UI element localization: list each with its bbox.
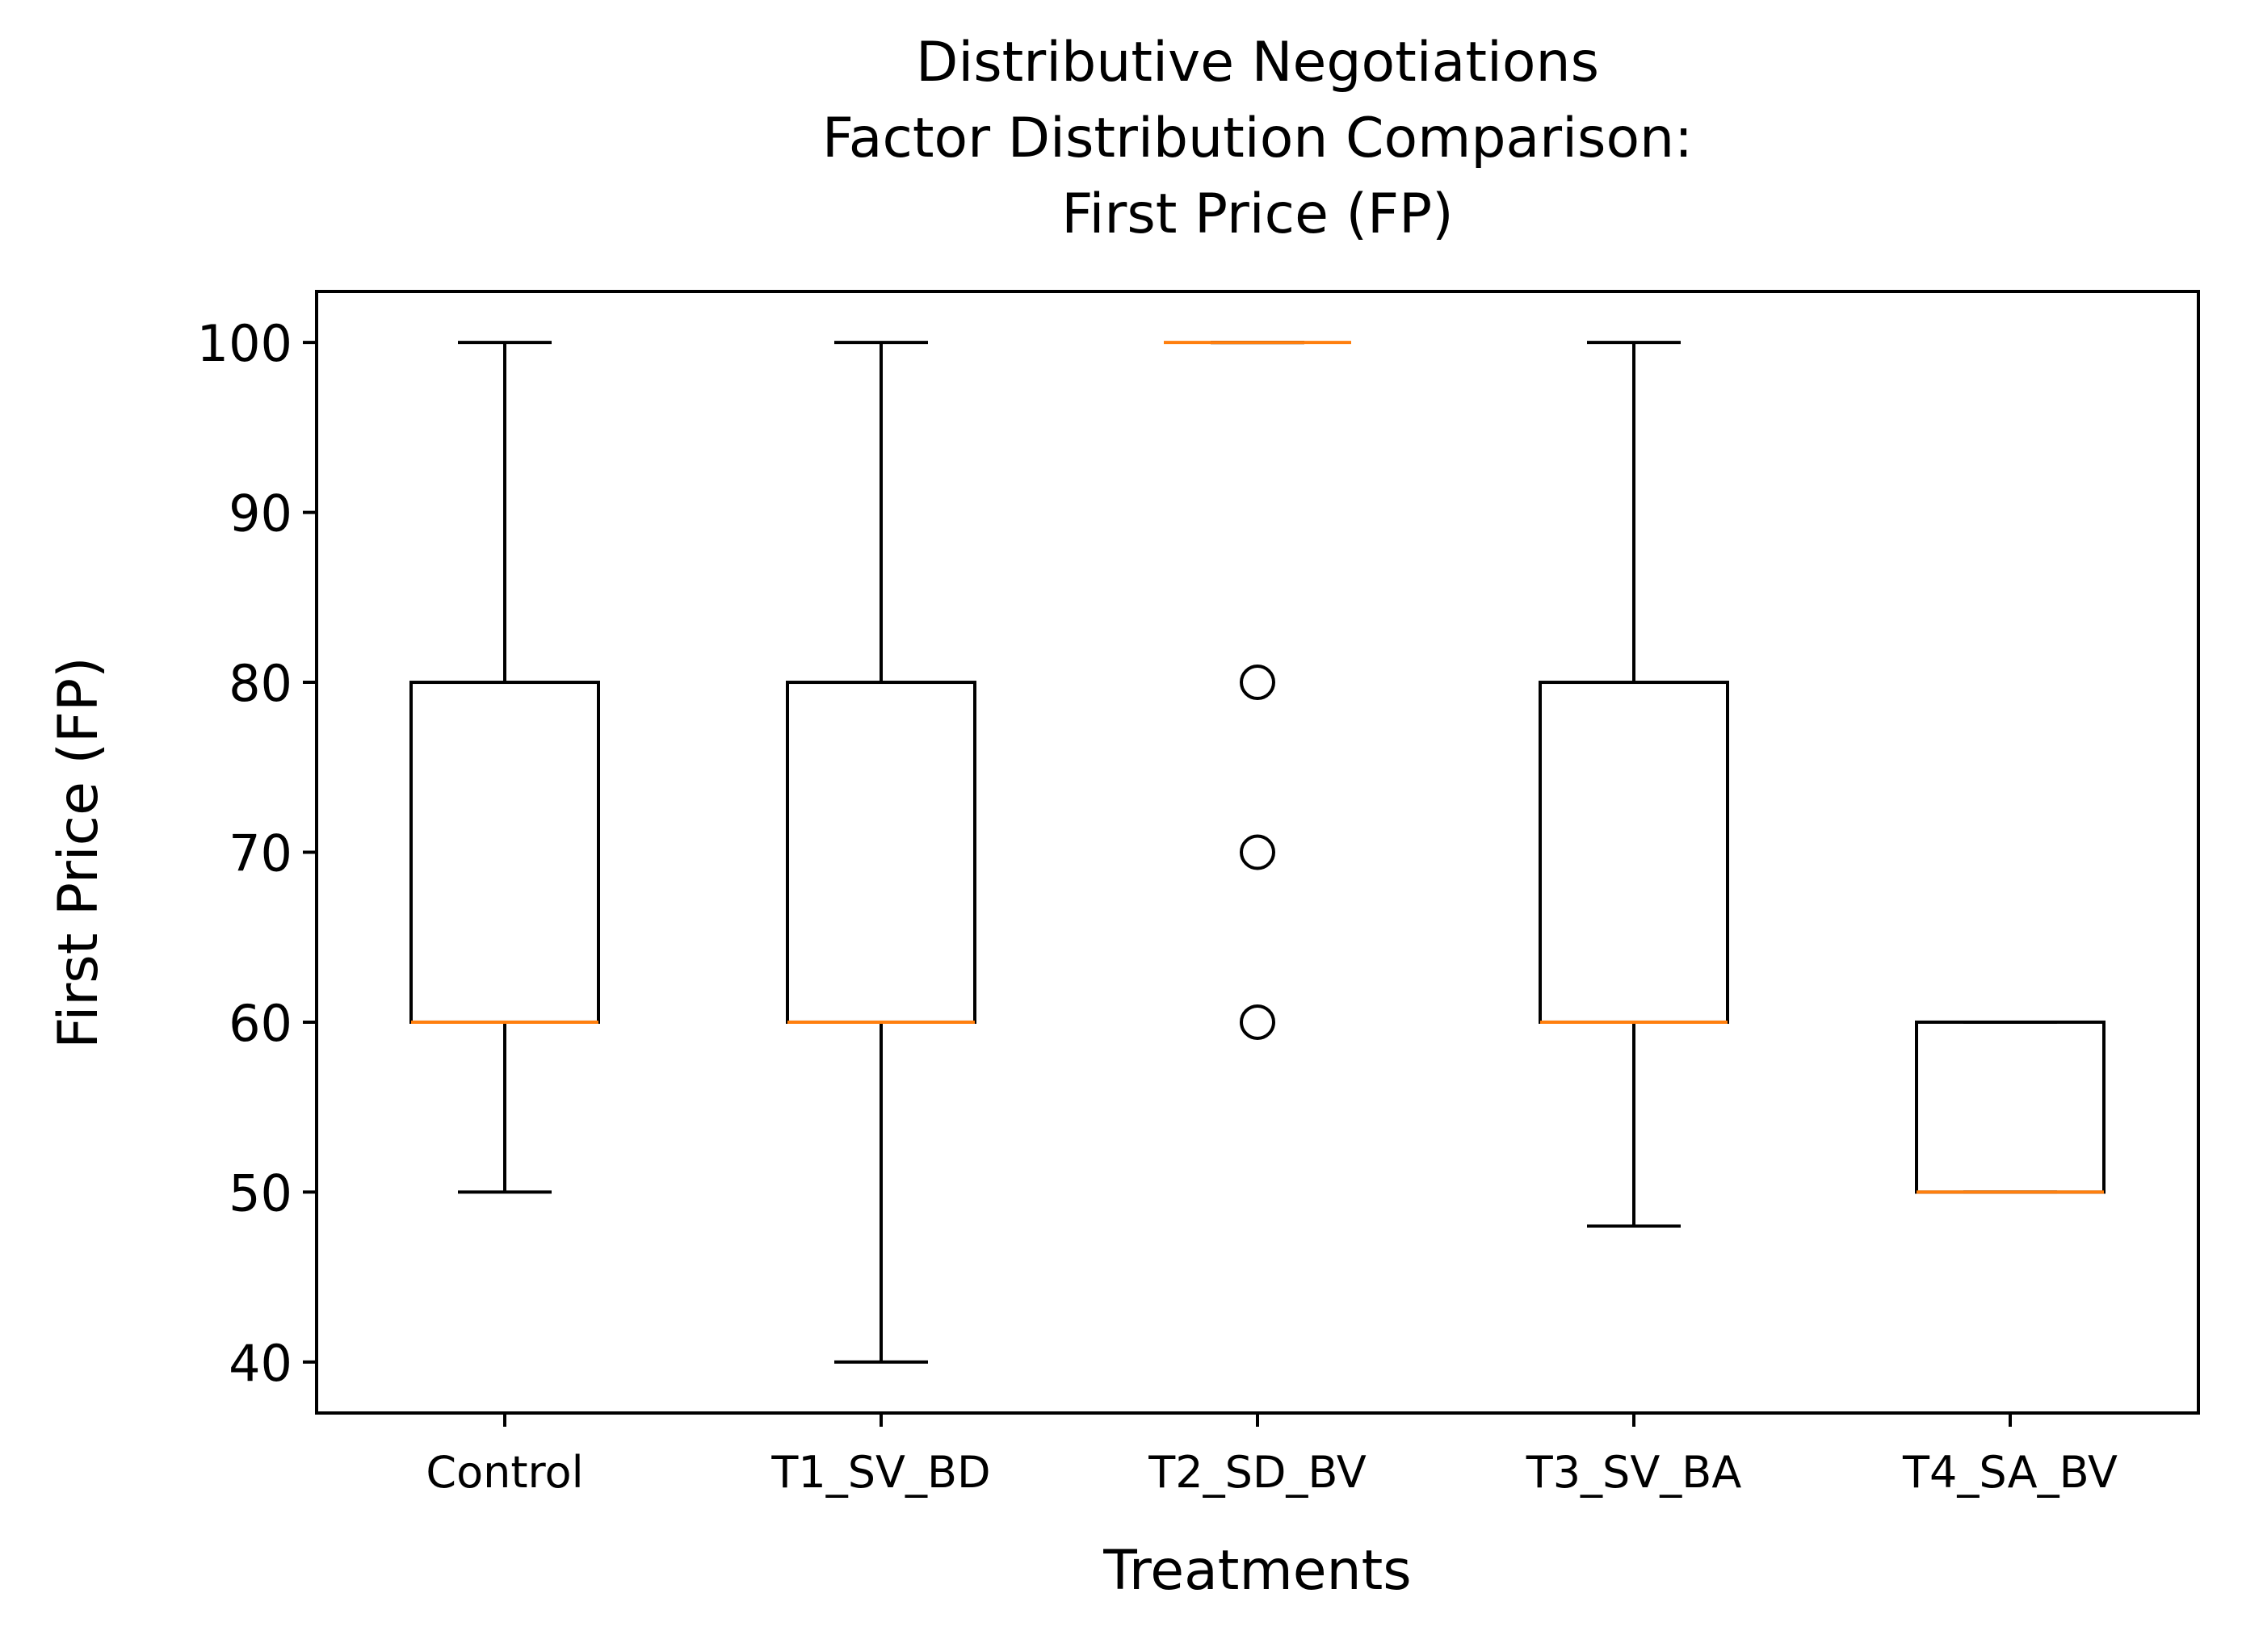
x-tick-label: T2_SD_BV <box>1148 1447 1367 1498</box>
y-tick-label: 40 <box>229 1334 292 1393</box>
y-tick-label: 60 <box>229 994 292 1053</box>
x-axis: Control T1_SV_BD T2_SD_BV T3_SV_BA T4_SA_BV <box>426 1413 2118 1498</box>
box-group-5 <box>1915 1020 2106 1194</box>
chart-title-line-2: Factor Distribution Comparison: <box>822 107 1693 170</box>
outlier-point <box>1240 1004 1275 1040</box>
box-group-3 <box>1164 341 1351 1040</box>
y-tick-label: 90 <box>229 484 292 543</box>
y-tick-label: 80 <box>229 654 292 713</box>
y-tick-label: 70 <box>229 824 292 883</box>
chart-title: Distributive Negotiations Factor Distrib… <box>822 31 1693 246</box>
outlier-point <box>1240 834 1275 870</box>
x-tick-label: T1_SV_BD <box>770 1447 990 1498</box>
box-group-1 <box>409 341 600 1194</box>
y-tick-label: 100 <box>197 314 292 373</box>
box-group-2 <box>786 341 976 1364</box>
y-axis: 40 50 60 70 80 90 100 <box>197 314 317 1393</box>
plot-frame <box>315 290 2200 1415</box>
x-axis-label: Treatments <box>1102 1539 1411 1603</box>
boxes-layer <box>409 341 2106 1364</box>
box-group-4 <box>1539 341 1729 1228</box>
chart-title-line-3: First Price (FP) <box>1061 182 1453 246</box>
chart-title-line-1: Distributive Negotiations <box>916 31 1599 94</box>
y-axis-label: First Price (FP) <box>47 656 111 1048</box>
y-tick-label: 50 <box>229 1164 292 1222</box>
outlier-point <box>1240 665 1275 701</box>
x-tick-label: Control <box>426 1447 583 1498</box>
x-tick-label: T4_SA_BV <box>1902 1447 2118 1498</box>
x-tick-label: T3_SV_BA <box>1526 1447 1742 1498</box>
